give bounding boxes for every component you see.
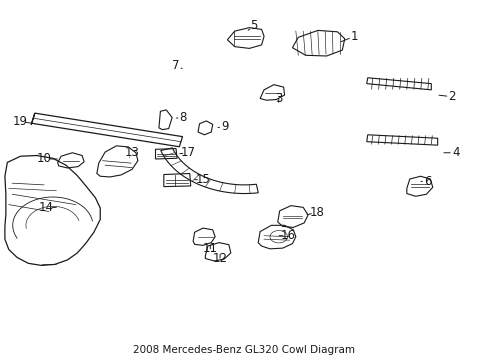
Text: 8: 8 bbox=[179, 111, 187, 124]
Text: 12: 12 bbox=[212, 252, 227, 265]
Text: 18: 18 bbox=[309, 206, 324, 219]
Text: 4: 4 bbox=[451, 146, 459, 159]
Text: 1: 1 bbox=[350, 30, 358, 43]
Text: 2008 Mercedes-Benz GL320 Cowl Diagram: 2008 Mercedes-Benz GL320 Cowl Diagram bbox=[133, 345, 355, 355]
Text: 9: 9 bbox=[221, 120, 228, 132]
Text: 3: 3 bbox=[274, 92, 282, 105]
Text: 5: 5 bbox=[250, 19, 258, 32]
Text: 7: 7 bbox=[172, 59, 180, 72]
Text: 15: 15 bbox=[195, 173, 210, 186]
Text: 13: 13 bbox=[124, 145, 139, 158]
Text: 14: 14 bbox=[39, 201, 54, 214]
Text: 16: 16 bbox=[281, 229, 295, 242]
Text: 11: 11 bbox=[203, 242, 217, 255]
Text: 10: 10 bbox=[37, 153, 51, 166]
Text: 17: 17 bbox=[181, 146, 195, 159]
Text: 6: 6 bbox=[423, 175, 431, 188]
Text: 2: 2 bbox=[447, 90, 455, 103]
Text: 19: 19 bbox=[13, 115, 28, 128]
